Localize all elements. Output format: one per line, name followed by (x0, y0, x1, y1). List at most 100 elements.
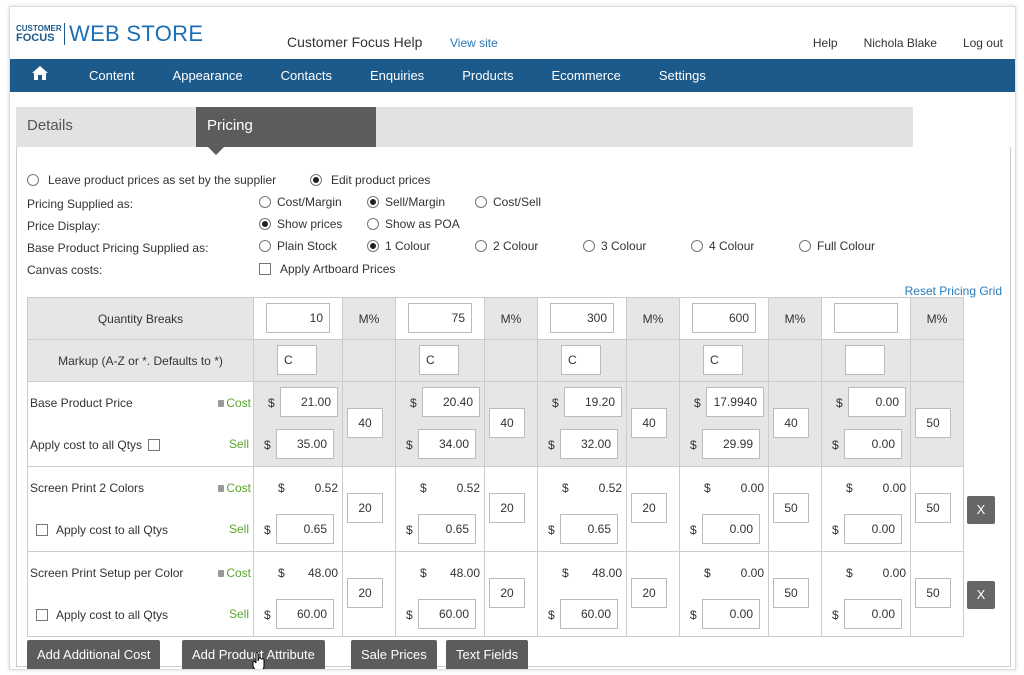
sell-input[interactable]: 35.00 (276, 429, 334, 459)
nav-enquiries[interactable]: Enquiries (369, 68, 425, 83)
view-site-link[interactable]: View site (450, 36, 498, 50)
lock-icon (218, 400, 225, 407)
show-prices-option[interactable]: Show prices (259, 217, 342, 231)
markup-input[interactable]: C (703, 345, 743, 375)
cost-margin-option[interactable]: Cost/Margin (259, 195, 342, 209)
margin-input[interactable]: 20 (347, 493, 383, 523)
text-fields-button[interactable]: Text Fields (446, 640, 529, 669)
add-additional-cost-button[interactable]: Add Additional Cost (27, 640, 161, 669)
sell-input[interactable]: 0.00 (702, 599, 760, 629)
one-colour-option[interactable]: 1 Colour (367, 239, 430, 253)
sell-input[interactable]: 0.65 (418, 514, 476, 544)
dollar-sign: $ (264, 438, 271, 452)
sell-input[interactable]: 0.65 (560, 514, 618, 544)
nav-appearance[interactable]: Appearance (172, 68, 243, 83)
remove-cost-row-button[interactable]: X (967, 496, 995, 524)
home-icon[interactable] (10, 65, 70, 86)
logo[interactable]: CUSTOMER FOCUS WEB STORE (16, 21, 203, 47)
cost-input[interactable]: 19.20 (564, 387, 622, 417)
cost-input[interactable]: 21.00 (280, 387, 338, 417)
cost-input[interactable]: 20.40 (422, 387, 480, 417)
nav-products[interactable]: Products (462, 68, 514, 83)
margin-input[interactable]: 50 (915, 578, 951, 608)
sell-tag: Sell (228, 607, 249, 621)
user-name-link[interactable]: Nichola Blake (863, 36, 937, 50)
sell-input[interactable]: 0.00 (702, 514, 760, 544)
full-colour-option[interactable]: Full Colour (799, 239, 875, 253)
margin-input[interactable]: 20 (489, 578, 525, 608)
margin-input[interactable]: 40 (631, 408, 667, 438)
qty-break-input[interactable]: 75 (408, 303, 472, 333)
sell-input[interactable]: 60.00 (418, 599, 476, 629)
price-cell: $48.00 $60.00 (537, 551, 627, 637)
qty-break-input[interactable]: 300 (550, 303, 614, 333)
price-cell: $0.00 $0.00 (679, 466, 769, 552)
markup-input[interactable]: C (419, 345, 459, 375)
price-row-name: Screen Print 2 Colors (30, 481, 145, 495)
qty-break-input[interactable]: 600 (692, 303, 756, 333)
margin-input[interactable]: 40 (773, 408, 809, 438)
qty-break-input[interactable]: 10 (266, 303, 330, 333)
margin-input[interactable]: 20 (631, 578, 667, 608)
margin-input[interactable]: 50 (915, 493, 951, 523)
cost-input[interactable]: 0.00 (848, 387, 906, 417)
artboard-option[interactable]: Apply Artboard Prices (259, 262, 395, 276)
four-colour-option[interactable]: 4 Colour (691, 239, 754, 253)
margin-input[interactable]: 40 (489, 408, 525, 438)
nav-ecommerce[interactable]: Ecommerce (551, 68, 621, 83)
sell-input[interactable]: 34.00 (418, 429, 476, 459)
markup-cell: C (395, 339, 485, 382)
margin-input[interactable]: 20 (489, 493, 525, 523)
two-colour-option[interactable]: 2 Colour (475, 239, 538, 253)
cost-sell-option[interactable]: Cost/Sell (475, 195, 541, 209)
apply-cost-checkbox[interactable] (36, 609, 48, 621)
margin-input[interactable]: 50 (773, 578, 809, 608)
sell-input[interactable]: 32.00 (560, 429, 618, 459)
markup-input[interactable] (845, 345, 885, 375)
qty-break-input[interactable] (834, 303, 898, 333)
margin-input[interactable]: 50 (915, 408, 951, 438)
apply-cost-all-qtys[interactable]: Apply cost to all Qtys (36, 523, 168, 537)
sell-input[interactable]: 0.65 (276, 514, 334, 544)
tab-pricing[interactable]: Pricing (196, 107, 376, 155)
edit-prices-option[interactable]: Edit product prices (310, 173, 430, 187)
three-colour-option[interactable]: 3 Colour (583, 239, 646, 253)
sell-input[interactable]: 60.00 (276, 599, 334, 629)
margin-input[interactable]: 20 (347, 578, 383, 608)
sale-prices-button[interactable]: Sale Prices (351, 640, 437, 669)
remove-cost-row-button[interactable]: X (967, 581, 995, 609)
help-link[interactable]: Help (812, 36, 838, 50)
tab-details[interactable]: Details (27, 117, 73, 134)
markup-input[interactable]: C (561, 345, 601, 375)
sell-margin-option[interactable]: Sell/Margin (367, 195, 445, 209)
dollar-sign: $ (690, 523, 697, 537)
cost-tag: Cost (218, 566, 251, 580)
reset-pricing-grid-link[interactable]: Reset Pricing Grid (904, 284, 1002, 298)
apply-cost-all-qtys[interactable]: Apply cost to all Qtys (36, 608, 168, 622)
sell-input[interactable]: 29.99 (702, 429, 760, 459)
sell-input[interactable]: 60.00 (560, 599, 618, 629)
artboard-checkbox[interactable] (259, 263, 271, 275)
cost-input[interactable]: 17.9940 (706, 387, 764, 417)
edit-prices-radio[interactable] (310, 174, 322, 186)
margin-input[interactable]: 40 (347, 408, 383, 438)
markup-input[interactable]: C (277, 345, 317, 375)
nav-contacts[interactable]: Contacts (280, 68, 332, 83)
plain-stock-option[interactable]: Plain Stock (259, 239, 337, 253)
logout-link[interactable]: Log out (962, 36, 1003, 50)
canvas-costs-label: Canvas costs: (27, 263, 103, 277)
margin-input[interactable]: 50 (773, 493, 809, 523)
sell-tag: Sell (228, 522, 249, 536)
nav-settings[interactable]: Settings (658, 68, 706, 83)
apply-cost-checkbox[interactable] (148, 439, 161, 451)
nav-content[interactable]: Content (89, 68, 135, 83)
apply-cost-checkbox[interactable] (36, 524, 48, 536)
leave-prices-radio[interactable] (27, 174, 39, 186)
apply-cost-all-qtys[interactable]: Apply cost to all Qtys (30, 438, 166, 452)
margin-input[interactable]: 20 (631, 493, 667, 523)
show-poa-option[interactable]: Show as POA (367, 217, 460, 231)
sell-input[interactable]: 0.00 (844, 429, 902, 459)
leave-prices-option[interactable]: Leave product prices as set by the suppl… (27, 173, 276, 187)
sell-input[interactable]: 0.00 (844, 599, 902, 629)
sell-input[interactable]: 0.00 (844, 514, 902, 544)
